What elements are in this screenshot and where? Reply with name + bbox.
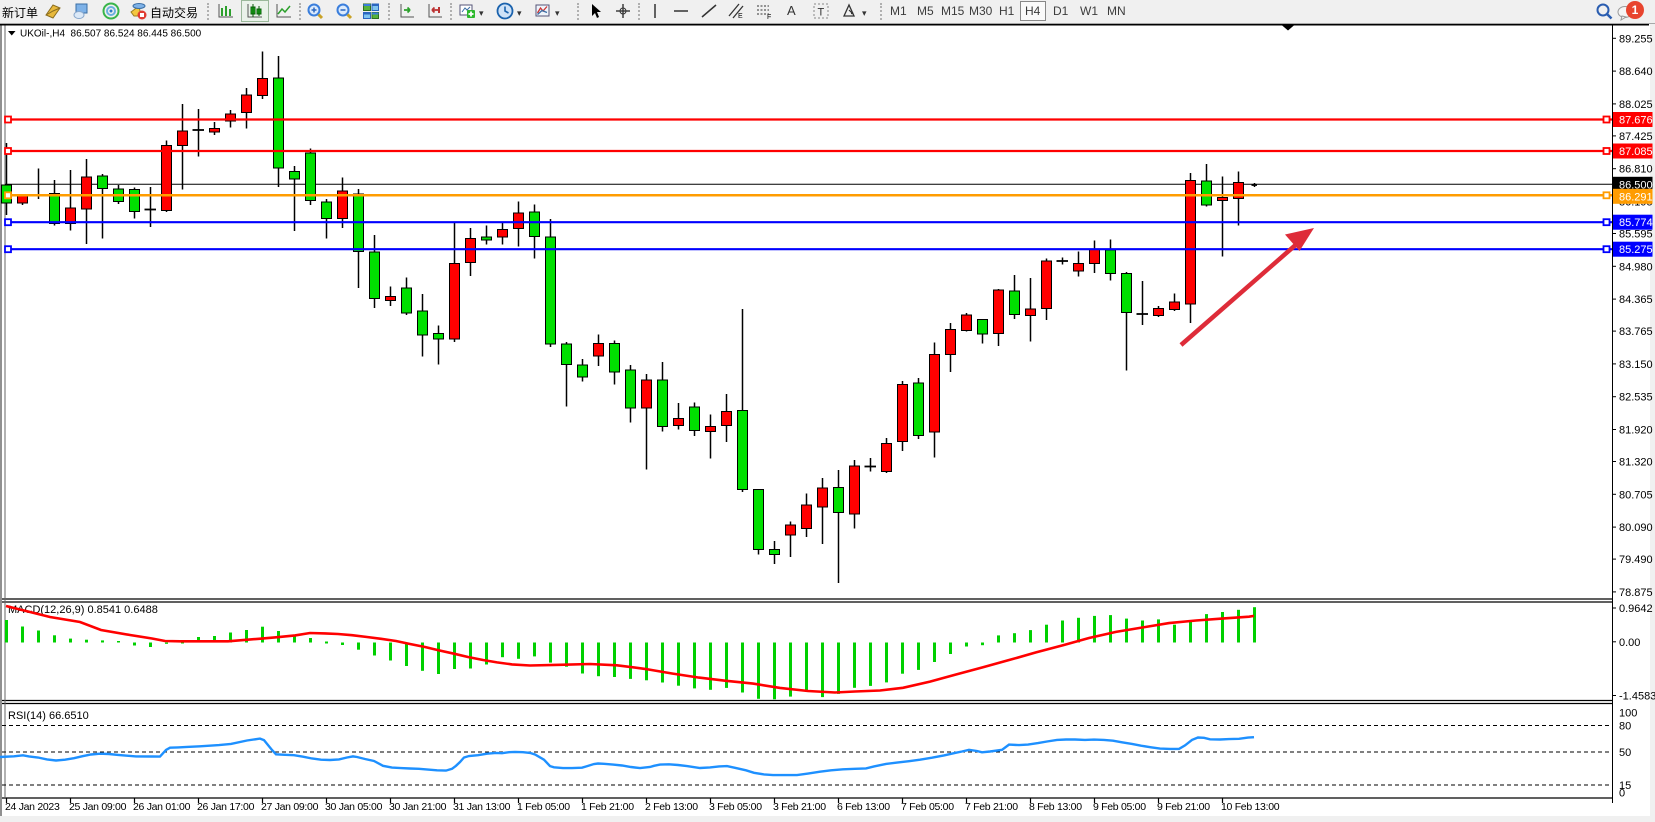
svg-text:31 Jan 13:00: 31 Jan 13:00 (453, 801, 511, 813)
svg-text:10 Feb 13:00: 10 Feb 13:00 (1221, 801, 1280, 813)
svg-text:79.490: 79.490 (1619, 554, 1653, 566)
svg-text:1 Feb 05:00: 1 Feb 05:00 (517, 801, 570, 813)
svg-text:87.425: 87.425 (1619, 131, 1653, 143)
svg-text:81.920: 81.920 (1619, 425, 1653, 437)
svg-text:30 Jan 05:00: 30 Jan 05:00 (325, 801, 383, 813)
svg-text:T: T (818, 7, 825, 19)
svg-text:89.255: 89.255 (1619, 33, 1653, 45)
svg-text:9 Feb 05:00: 9 Feb 05:00 (1093, 801, 1146, 813)
svg-text:80.705: 80.705 (1619, 489, 1653, 501)
svg-text:86.500: 86.500 (1619, 179, 1653, 191)
svg-text:-1.4583: -1.4583 (1619, 691, 1655, 703)
svg-text:3 Feb 21:00: 3 Feb 21:00 (773, 801, 826, 813)
svg-text:7 Feb 21:00: 7 Feb 21:00 (965, 801, 1018, 813)
svg-text:85.275: 85.275 (1619, 244, 1653, 256)
svg-text:8 Feb 13:00: 8 Feb 13:00 (1029, 801, 1082, 813)
svg-text:0.9642: 0.9642 (1619, 603, 1653, 615)
svg-text:80: 80 (1619, 721, 1631, 733)
svg-text:83.150: 83.150 (1619, 359, 1653, 371)
svg-text:3 Feb 05:00: 3 Feb 05:00 (709, 801, 762, 813)
svg-text:24 Jan 2023: 24 Jan 2023 (5, 801, 60, 813)
svg-text:9 Feb 21:00: 9 Feb 21:00 (1157, 801, 1210, 813)
svg-text:25 Jan 09:00: 25 Jan 09:00 (69, 801, 127, 813)
svg-text:84.980: 84.980 (1619, 261, 1653, 273)
svg-text:78.875: 78.875 (1619, 587, 1653, 599)
svg-text:0: 0 (1619, 787, 1625, 799)
svg-text:86.810: 86.810 (1619, 164, 1653, 176)
svg-text:E: E (738, 13, 743, 20)
svg-text:81.320: 81.320 (1619, 457, 1653, 469)
svg-text:88.025: 88.025 (1619, 99, 1653, 111)
svg-text:86.291: 86.291 (1619, 191, 1653, 203)
svg-text:27 Jan 09:00: 27 Jan 09:00 (261, 801, 319, 813)
svg-text:87.676: 87.676 (1619, 115, 1653, 127)
svg-text:50: 50 (1619, 747, 1631, 759)
svg-text:2 Feb 13:00: 2 Feb 13:00 (645, 801, 698, 813)
svg-text:RSI(14) 66.6510: RSI(14) 66.6510 (8, 710, 89, 722)
svg-text:100: 100 (1619, 708, 1637, 720)
svg-text:F: F (767, 14, 771, 20)
svg-text:30 Jan 21:00: 30 Jan 21:00 (389, 801, 447, 813)
svg-text:1 Feb 21:00: 1 Feb 21:00 (581, 801, 634, 813)
svg-text:6 Feb 13:00: 6 Feb 13:00 (837, 801, 890, 813)
svg-text:84.365: 84.365 (1619, 294, 1653, 306)
svg-text:80.090: 80.090 (1619, 522, 1653, 534)
svg-text:87.085: 87.085 (1619, 146, 1653, 158)
svg-text:85.774: 85.774 (1619, 217, 1653, 229)
svg-text:MACD(12,26,9) 0.8541 0.6488: MACD(12,26,9) 0.8541 0.6488 (8, 604, 158, 616)
svg-text:26 Jan 17:00: 26 Jan 17:00 (197, 801, 255, 813)
svg-text:85.595: 85.595 (1619, 229, 1653, 241)
svg-text:82.535: 82.535 (1619, 392, 1653, 404)
svg-text:UKOil-,H4 86.507 86.524 86.44: UKOil-,H4 86.507 86.524 86.445 86.500 (20, 29, 202, 40)
svg-text:7 Feb 05:00: 7 Feb 05:00 (901, 801, 954, 813)
svg-text:15: 15 (1619, 780, 1631, 792)
svg-text:83.765: 83.765 (1619, 326, 1653, 338)
svg-text:88.640: 88.640 (1619, 66, 1653, 78)
svg-text:0.00: 0.00 (1619, 637, 1640, 649)
svg-text:26 Jan 01:00: 26 Jan 01:00 (133, 801, 191, 813)
